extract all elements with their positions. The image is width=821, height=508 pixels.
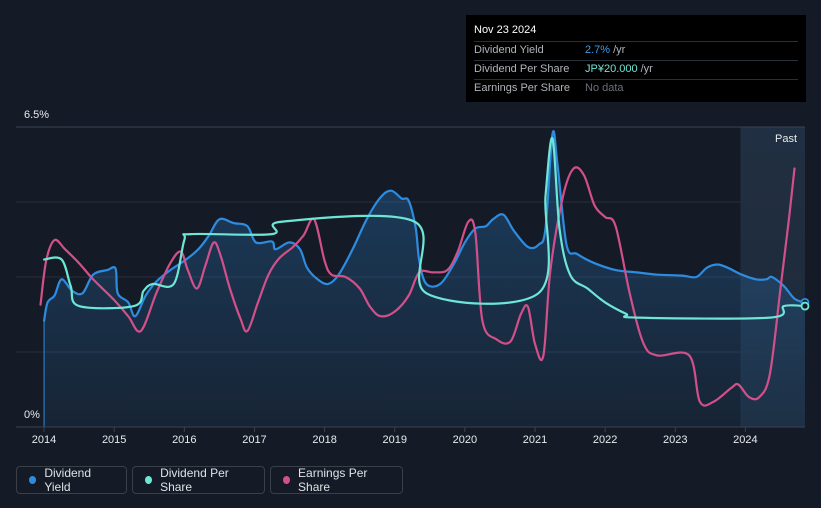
dividend-yield-area	[44, 131, 806, 428]
tooltip-value: JP¥20.000	[585, 63, 638, 75]
x-axis-ticks: 2014 2015 2016 2017 2018 2019 2020 2021 2022 2023…	[16, 426, 805, 446]
end-markers	[800, 297, 810, 311]
tooltip-row-earnings-per-share: Earnings Per Share No data	[474, 79, 798, 98]
tooltip-date: Nov 23 2024	[474, 24, 537, 36]
legend-label: Earnings Per Share	[298, 466, 368, 494]
tooltip-panel: Nov 23 2024 Dividend Yield 2.7% /yr Divi…	[466, 15, 806, 102]
tooltip-value: 2.7%	[585, 44, 611, 56]
x-tick-label: 2015	[102, 434, 126, 446]
legend-label: Dividend Per Share	[160, 466, 229, 494]
tooltip-label: Dividend Yield	[474, 44, 544, 56]
legend-dot-icon	[29, 476, 37, 484]
x-tick-label: 2021	[523, 434, 547, 446]
y-axis-top-label: 6.5%	[24, 109, 49, 121]
legend-earnings-per-share[interactable]: Earnings Per Share	[270, 466, 403, 494]
x-tick-label: 2016	[172, 434, 196, 446]
past-label: Past	[775, 133, 797, 145]
tooltip-unit: /yr	[613, 44, 626, 56]
x-tick-label: 2018	[312, 434, 336, 446]
dividend-per-share-end-marker	[800, 301, 810, 311]
x-tick-label: 2022	[593, 434, 617, 446]
tooltip-value: No data	[585, 82, 624, 94]
tooltip-unit: /yr	[640, 63, 653, 75]
legend-dividend-yield[interactable]: Dividend Yield	[16, 466, 127, 494]
tooltip-row-dividend-per-share: Dividend Per Share JP¥20.000 /yr	[474, 60, 798, 79]
tooltip-label: Earnings Per Share	[474, 82, 570, 94]
legend-label: Dividend Yield	[44, 466, 92, 494]
x-tick-label: 2017	[242, 434, 266, 446]
dividend-yield-line	[43, 130, 807, 322]
y-axis-bottom-label: 0%	[24, 409, 40, 421]
tooltip-row-dividend-yield: Dividend Yield 2.7% /yr	[474, 41, 798, 60]
dividend-per-share-line	[43, 137, 807, 320]
x-tick-label: 2019	[382, 434, 406, 446]
legend-dot-icon	[283, 476, 291, 484]
legend-dot-icon	[145, 476, 153, 484]
tooltip-label: Dividend Per Share	[474, 63, 570, 75]
series-layer	[39, 130, 807, 428]
x-tick-label: 2024	[733, 434, 757, 446]
legend-dividend-per-share[interactable]: Dividend Per Share	[132, 466, 265, 494]
x-tick-label: 2023	[663, 434, 687, 446]
x-tick-label: 2014	[32, 434, 56, 446]
x-tick-label: 2020	[453, 434, 477, 446]
